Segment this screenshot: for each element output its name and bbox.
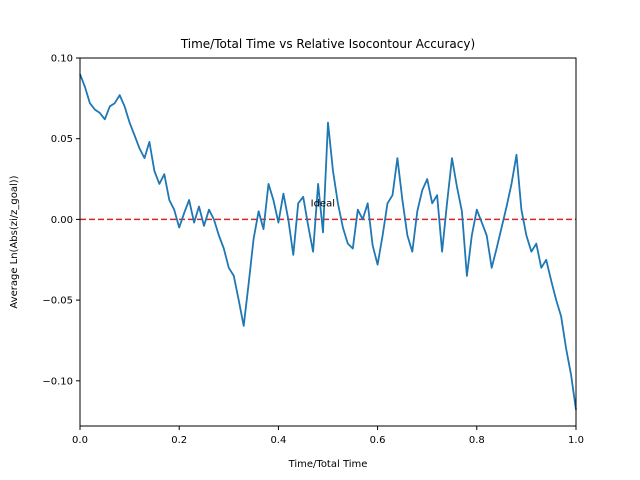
data-series-line — [79, 73, 577, 411]
plot-frame — [79, 57, 577, 427]
ideal-annotation: Ideal — [311, 198, 335, 209]
x-axis-label: Time/Total Time — [288, 459, 368, 470]
y-axis-label: Average Ln(Abs(zi/z_goal)) — [9, 175, 20, 308]
x-axis-ticks: 0.0 0.2 0.4 0.6 0.8 1.0 — [72, 426, 584, 446]
x-tick-label: 1.0 — [568, 435, 584, 446]
x-tick-label: 0.0 — [72, 435, 88, 446]
chart-title: Time/Total Time vs Relative Isocontour A… — [180, 37, 475, 51]
y-tick-label: −0.05 — [42, 296, 73, 307]
y-tick-label: 0.10 — [51, 54, 73, 65]
plot-area — [80, 58, 576, 426]
y-axis-ticks: 0.10 0.05 0.00 −0.05 −0.10 — [42, 54, 80, 387]
x-tick-label: 0.2 — [171, 435, 187, 446]
y-tick-label: −0.10 — [42, 376, 73, 387]
x-tick-label: 0.6 — [370, 435, 386, 446]
y-tick-label: 0.00 — [51, 215, 73, 226]
x-tick-label: 0.8 — [469, 435, 485, 446]
x-tick-label: 0.4 — [270, 435, 286, 446]
y-tick-label: 0.05 — [51, 134, 73, 145]
